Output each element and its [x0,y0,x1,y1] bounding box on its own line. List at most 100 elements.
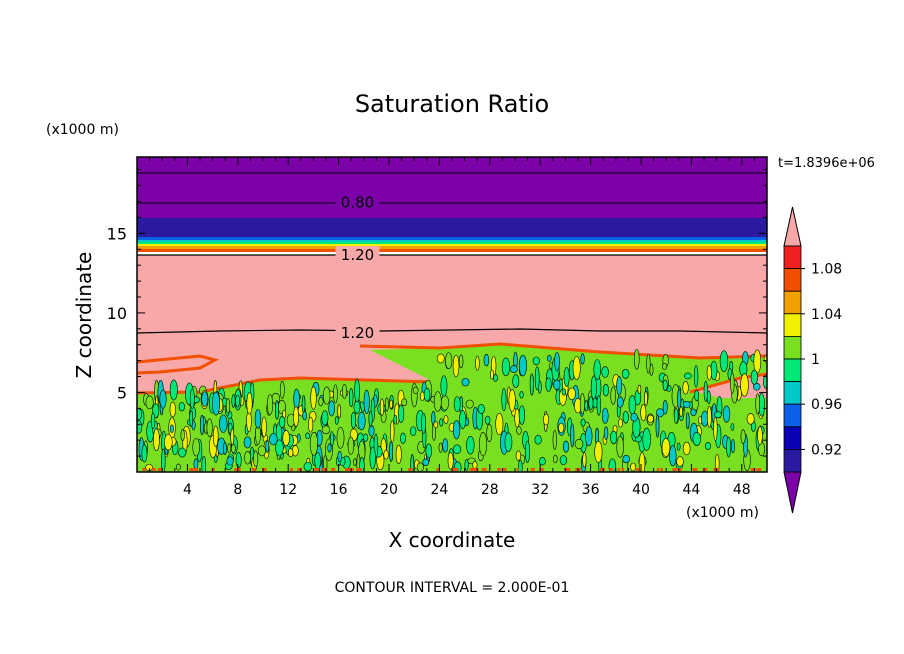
turbulence-cell [328,400,335,417]
turbulence-cell [318,396,324,407]
turbulence-cell [630,412,638,422]
turbulence-cell [630,462,637,472]
turbulence-cell [383,449,389,460]
turbulence-cell [706,405,712,428]
surface-speck [750,468,756,471]
turbulence-cell [755,393,760,415]
turbulence-cell [673,407,679,424]
turbulence-cell [694,390,700,402]
upper-dry-layer [137,157,767,218]
turbulence-cell [588,396,594,410]
turbulence-cell [169,424,174,434]
contour-label: 1.20 [341,324,374,342]
turbulence-cell [585,426,593,447]
turbulence-cell [443,415,449,424]
turbulence-cell [740,373,749,397]
turbulence-cell [440,395,450,411]
turbulence-cell [495,412,504,436]
turbulence-cell [153,428,160,452]
turbulence-cell [223,442,227,455]
turbulence-cell [261,416,267,438]
turbulence-cell [423,387,431,402]
turbulence-cell [518,354,527,377]
turbulence-cell [510,365,518,373]
turbulence-cell [393,414,398,425]
turbulence-cell [458,354,464,369]
turbulence-cell [440,375,448,397]
turbulence-cell [323,455,328,472]
surface-speck [578,468,581,471]
turbulence-cell [145,463,153,472]
turbulence-cell [433,421,438,429]
colorbar: 1.08 1.04 1 0.96 0.92 [783,206,842,514]
turbulence-cell [730,439,735,454]
turbulence-cell [547,354,552,362]
turbulence-cell [438,442,443,453]
turbulence-cell [353,400,361,414]
turbulence-cell [574,438,584,450]
surface-speck [692,468,698,471]
turbulence-cell [719,350,729,372]
turbulence-cell [253,450,259,468]
turbulence-cell [552,454,558,464]
surface-speck [157,468,162,471]
turbulence-cell [714,453,720,472]
surface-speck [621,468,625,471]
turbulence-cell [368,425,375,437]
turbulence-cell [676,456,684,467]
cloud-edge-upper [359,342,767,360]
turbulence-cell [516,426,522,435]
turbulence-cell [580,418,586,427]
turbulence-cell [169,401,176,418]
x-tick-label: 28 [481,482,499,498]
turbulence-cell [682,441,691,456]
turbulence-cell [610,430,618,445]
turbulence-cell [563,366,570,387]
colorbar-label: 1.08 [811,262,842,278]
turbulence-cell [192,437,200,457]
surface-speck [297,468,302,471]
x-tick-label: 40 [632,482,650,498]
turbulence-cell [433,391,442,412]
turbulence-cell [436,353,445,364]
turbulence-cell [705,442,711,450]
turbulence-cell [225,398,231,414]
colorbar-segment [783,290,802,315]
turbulence-cell [368,410,373,427]
turbulence-cell [390,420,395,443]
surface-speck [474,468,479,471]
surface-speck [575,468,579,471]
turbulence-cell [461,377,470,387]
turbulence-cell [752,382,761,391]
turbulence-cell [501,357,511,377]
turbulence-cell [601,407,609,424]
turbulence-cell [159,389,167,409]
turbulence-cell [679,406,683,418]
turbulence-cell [235,452,242,468]
turbulence-cell [622,455,631,464]
turbulence-cell [341,383,347,399]
turbulence-cell [230,428,235,446]
turbulence-cell [145,395,154,410]
turbulence-cell [693,365,699,388]
turbulence-cell [677,388,682,410]
turbulence-cell [278,416,286,428]
surface-speck [516,468,519,471]
turbulence-cell [562,440,570,453]
turbulence-cell [206,418,213,438]
contour-line-120-mid [137,328,767,334]
turbulence-cell [254,408,262,429]
turbulence-cell [336,426,345,449]
surface-speck [234,468,239,471]
turbulence-cell [529,373,534,396]
time-label: t=1.8396e+06 [778,156,875,171]
turbulence-cell [230,444,236,453]
turbulence-cell [682,381,689,395]
turbulence-cell [169,379,178,401]
turbulence-cell [483,353,490,367]
surface-speck [331,468,336,471]
surface-speck [252,468,256,471]
turbulence-cell [539,457,546,466]
turbulence-cell [593,359,601,380]
turbulence-cell [690,408,697,417]
